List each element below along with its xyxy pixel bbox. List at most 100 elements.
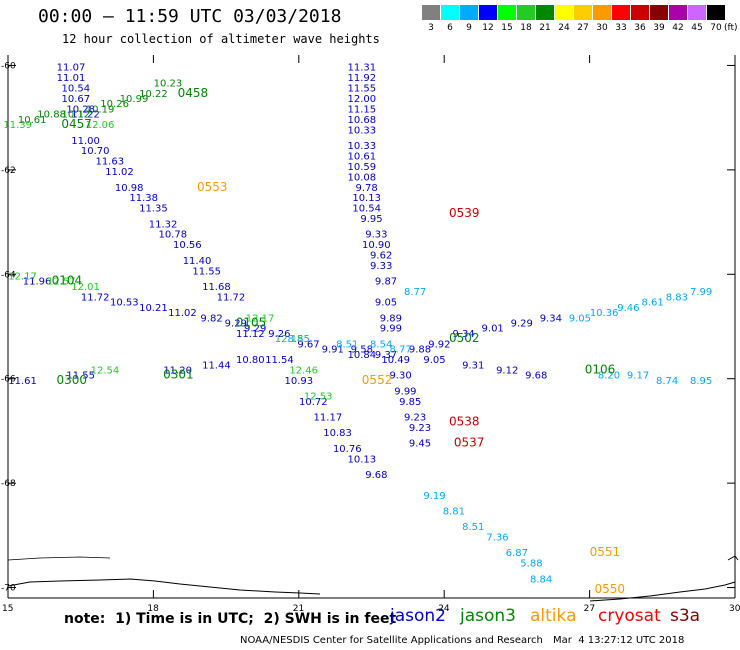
satellite-name-cryosat: cryosat <box>598 606 661 626</box>
legend-label: 45 <box>691 23 703 33</box>
swh-reading: 11.22 <box>71 110 100 121</box>
swh-reading: 9.68 <box>525 371 547 382</box>
satellite-name-jason3: jason3 <box>460 606 516 626</box>
lat-label: -68 <box>1 479 16 489</box>
satellite-name-s3a: s3a <box>670 606 701 626</box>
footer-note: note: 1) Time is in UTC; 2) SWH is in fe… <box>64 611 397 627</box>
swh-reading: 10.49 <box>381 355 410 366</box>
legend-swatch <box>536 5 554 20</box>
swh-reading: 10.61 <box>347 151 376 162</box>
map-grid: -60 -62 -64 -66 -68 -70 15 18 21 24 27 30 <box>1 55 740 614</box>
satellite-name-jason2: jason2 <box>390 606 446 626</box>
swh-reading: 10.67 <box>62 94 91 105</box>
legend-swatch <box>517 5 535 20</box>
swh-reading: 11.15 <box>347 104 376 115</box>
swh-reading: 8.61 <box>641 298 663 309</box>
swh-reading: 7.36 <box>486 533 508 544</box>
swh-reading: 8.83 <box>666 292 688 303</box>
lon-label: 30 <box>729 604 740 614</box>
legend-label: 70 <box>710 23 722 33</box>
legend-label: 42 <box>672 23 684 33</box>
legend-label: 6 <box>447 23 453 33</box>
swh-reading: 10.80 <box>236 355 265 366</box>
pass-time-label: 0537 <box>454 436 485 450</box>
swh-reading: 12.18 <box>275 334 304 345</box>
legend-swatch <box>688 5 706 20</box>
swh-reading: 9.23 <box>404 412 426 423</box>
legend-label: 9 <box>466 23 472 33</box>
swh-reading: 11.54 <box>265 355 294 366</box>
lon-label: 24 <box>438 604 450 614</box>
legend-label: 27 <box>577 23 589 33</box>
swh-reading: 8.55 <box>288 334 310 345</box>
lat-label: -64 <box>1 270 16 280</box>
swh-reading: 10.53 <box>110 298 139 309</box>
swh-reading: 8.81 <box>443 506 465 517</box>
swh-reading: 9.30 <box>389 371 411 382</box>
swh-reading: 11.61 <box>8 376 37 387</box>
swh-reading: 10.28 <box>66 104 95 115</box>
swh-reading: 9.33 <box>370 261 392 272</box>
swh-reading: 7.99 <box>690 287 712 298</box>
swh-reading: 11.02 <box>105 167 134 178</box>
legend-label: 39 <box>653 23 665 33</box>
swh-reading: 11.31 <box>347 63 376 74</box>
lon-label: 21 <box>293 604 304 614</box>
legend-swatch <box>650 5 668 20</box>
swh-reading: 9.68 <box>365 470 387 481</box>
swh-reading: 8.51 <box>336 339 358 350</box>
swh-reading: 12.06 <box>86 120 115 131</box>
swh-reading: 11.96 <box>23 277 52 288</box>
swh-reading: 10.93 <box>284 376 313 387</box>
swh-reading: 12.53 <box>304 392 333 403</box>
swh-reading: 9.29 <box>225 319 247 330</box>
pass-time-label: 0550 <box>594 582 625 596</box>
map-subtitle: 12 hour collection of altimeter wave hei… <box>62 32 380 46</box>
swh-reading: 9.29 <box>244 324 266 335</box>
swh-reading: 9.62 <box>370 251 392 262</box>
swh-reading: 11.02 <box>168 308 197 319</box>
swh-reading: 8.20 <box>598 371 620 382</box>
swh-reading: 9.99 <box>394 386 416 397</box>
legend-label: 21 <box>539 23 551 33</box>
lat-label: -66 <box>1 375 16 385</box>
swh-reading: 10.08 <box>347 172 376 183</box>
legend-swatch <box>422 5 440 20</box>
pass-time-label: 0551 <box>590 545 621 559</box>
swh-reading: 8.77 <box>404 287 426 298</box>
swh-reading: 11.72 <box>217 292 246 303</box>
pass-time-label: 0106 <box>585 362 616 376</box>
swh-reading: 10.88 <box>37 110 66 121</box>
swh-reading: 10.13 <box>347 454 376 465</box>
swh-reading: 10.72 <box>299 397 328 408</box>
swh-reading: 11.72 <box>81 292 110 303</box>
swh-reading: 9.01 <box>482 324 504 335</box>
swh-reading: 12.17 <box>246 313 275 324</box>
swh-reading: 10.36 <box>590 308 619 319</box>
swh-reading: 11.63 <box>95 157 124 168</box>
pass-time-label: 0105 <box>236 316 267 330</box>
lon-label: 15 <box>2 604 13 614</box>
swh-reading: 8.74 <box>656 376 678 387</box>
lat-label: -62 <box>1 166 16 176</box>
swh-reading: 11.17 <box>314 412 343 423</box>
swh-reading: 5.88 <box>520 559 542 570</box>
swh-reading: 9.29 <box>511 319 533 330</box>
swh-reading: 10.56 <box>173 240 202 251</box>
swh-reading: 9.05 <box>423 355 445 366</box>
pass-time-labels: 0458 0457 0553 0539 0104 0105 0502 0106 0300 0301… <box>52 86 625 596</box>
swh-reading: 9.12 <box>496 365 518 376</box>
swh-reading: 9.37 <box>375 350 397 361</box>
swh-reading: 9.67 <box>297 339 319 350</box>
track-jason2: 11.0711.0110.5410.6710.2811.2211.0010.70… <box>57 63 388 481</box>
swh-reading: 11.44 <box>202 360 231 371</box>
legend-swatch <box>669 5 687 20</box>
swh-reading: 9.99 <box>380 324 402 335</box>
swh-reading: 10.98 <box>115 183 144 194</box>
swh-reading: 9.05 <box>375 298 397 309</box>
swh-reading: 10.54 <box>352 204 381 215</box>
